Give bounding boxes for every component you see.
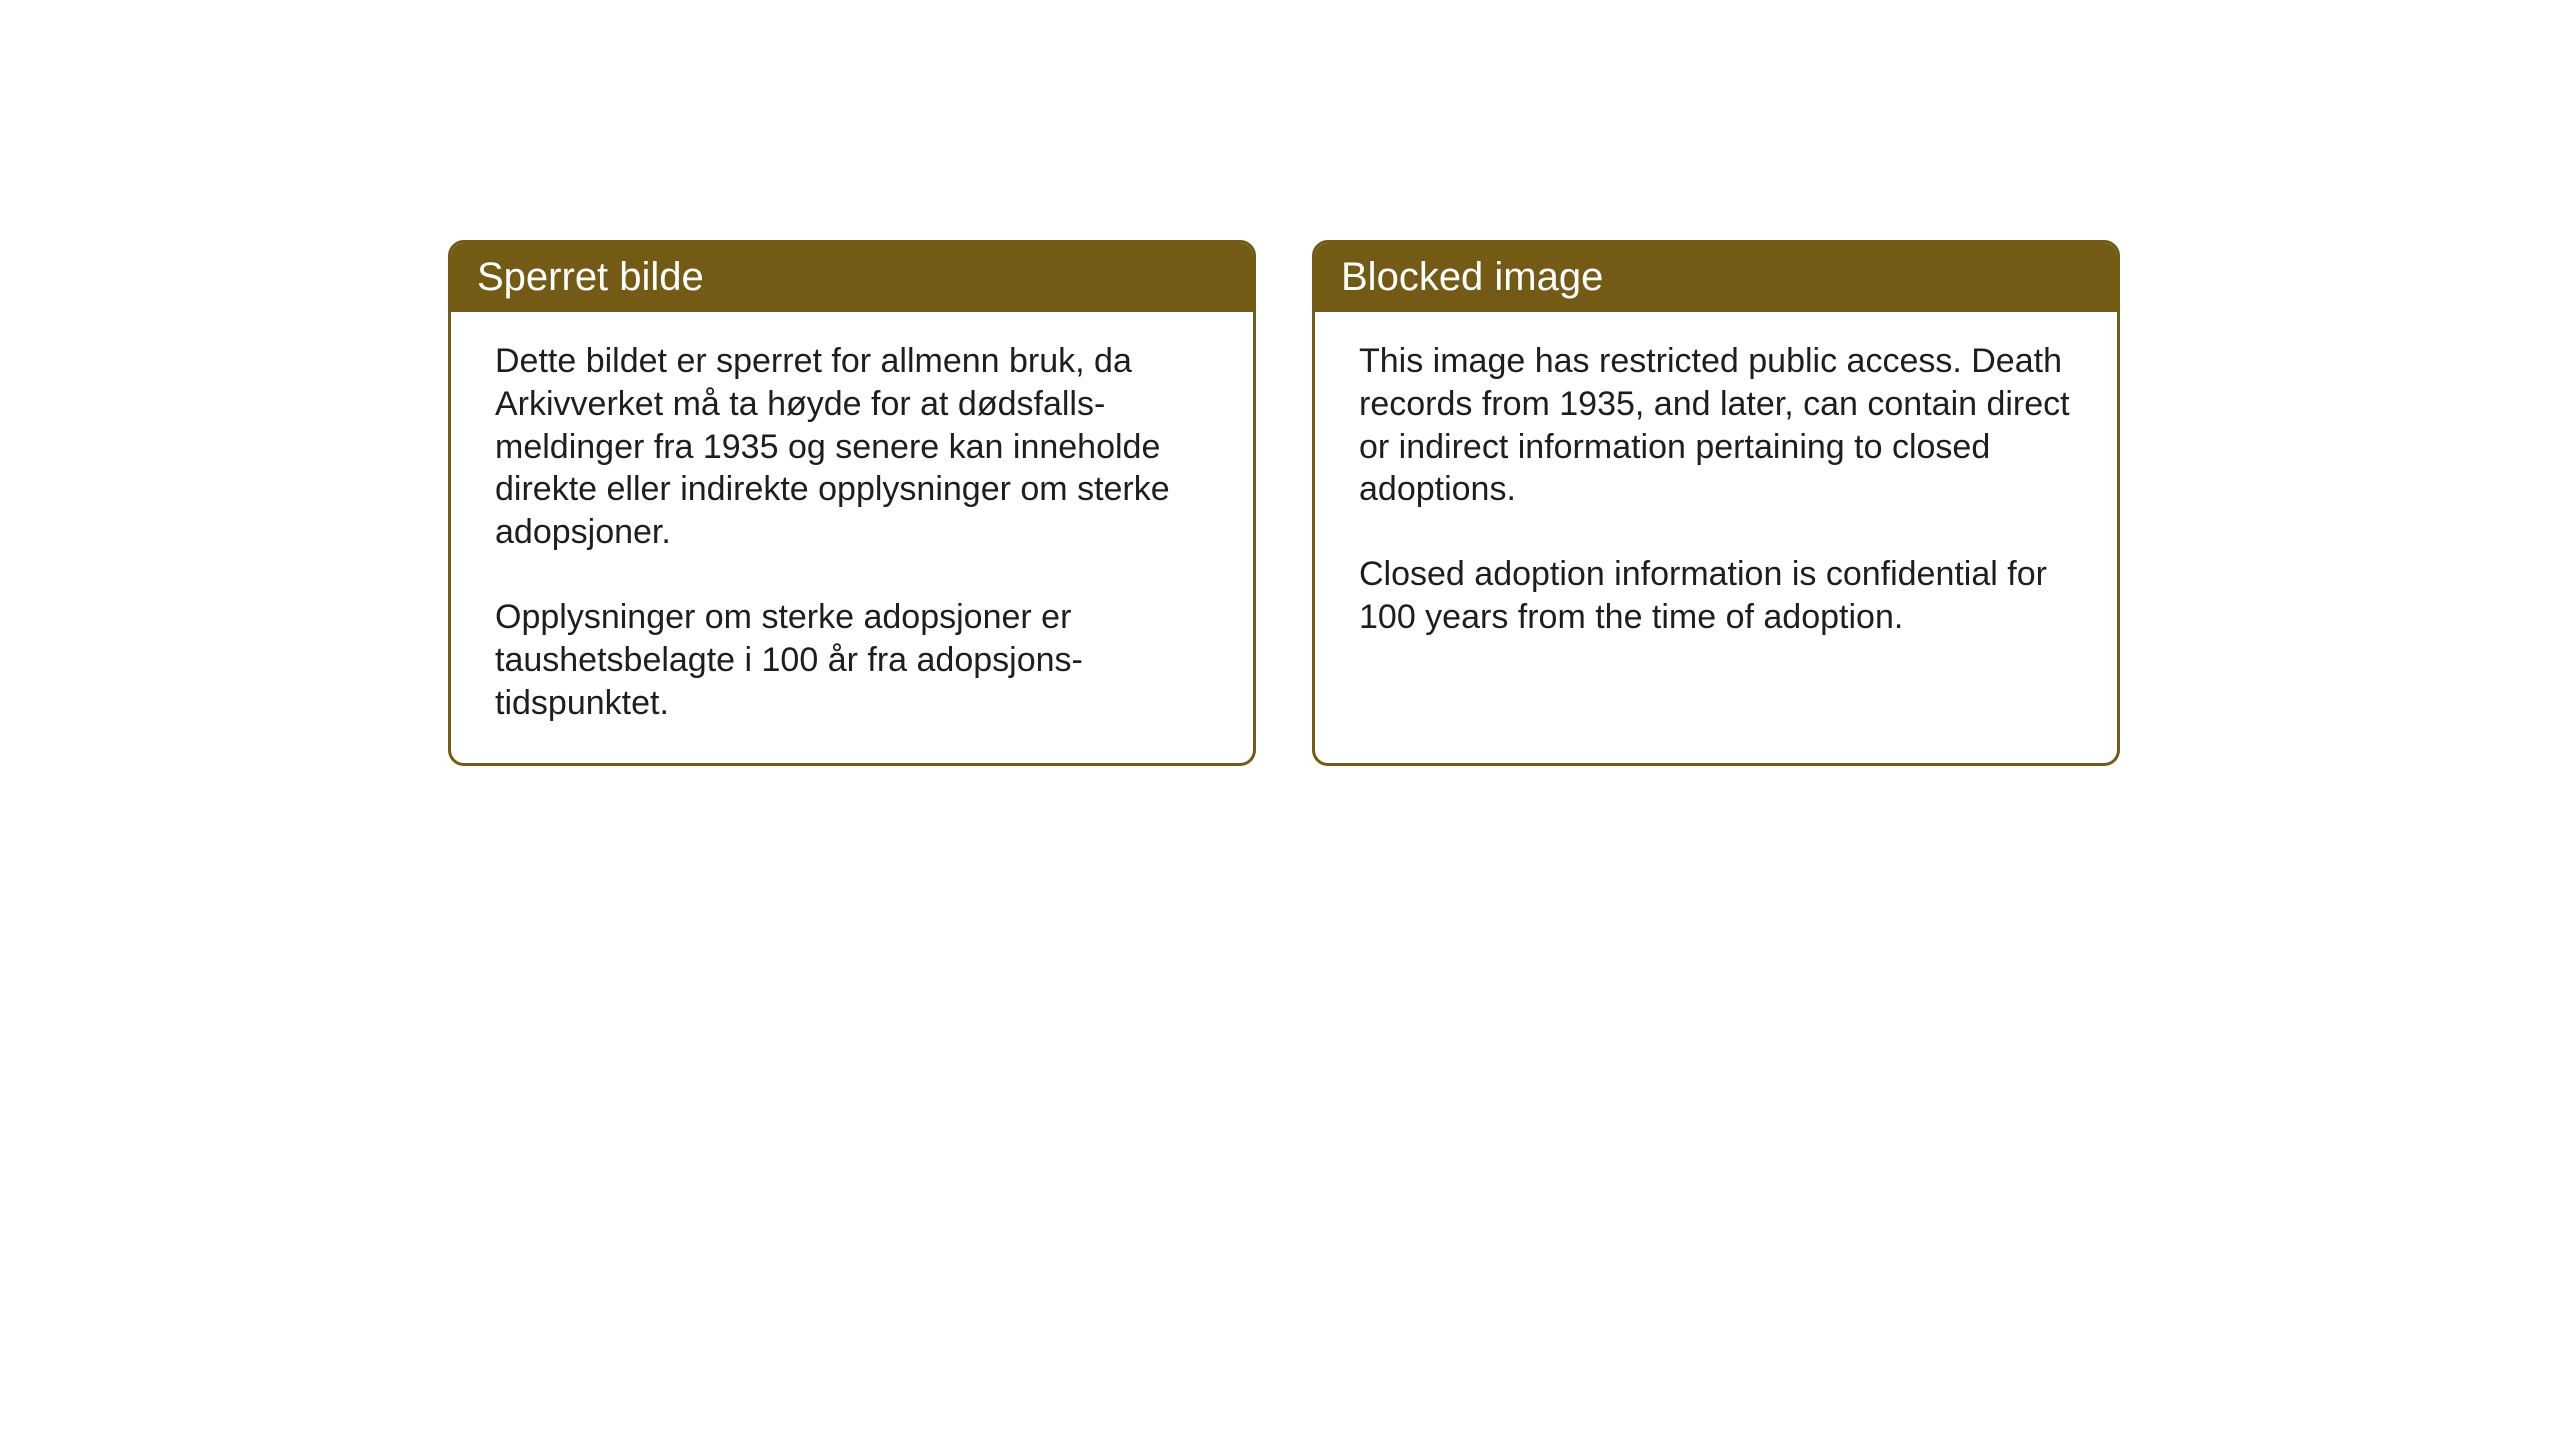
panel-body-norwegian: Dette bildet er sperret for allmenn bruk… (451, 312, 1253, 763)
panel-header-english: Blocked image (1315, 243, 2117, 312)
panel-paragraph: This image has restricted public access.… (1359, 340, 2073, 511)
panel-header-norwegian: Sperret bilde (451, 243, 1253, 312)
panel-body-english: This image has restricted public access.… (1315, 312, 2117, 677)
panel-paragraph: Dette bildet er sperret for allmenn bruk… (495, 340, 1209, 554)
notice-container: Sperret bilde Dette bildet er sperret fo… (448, 240, 2120, 766)
notice-panel-english: Blocked image This image has restricted … (1312, 240, 2120, 766)
panel-paragraph: Opplysninger om sterke adopsjoner er tau… (495, 596, 1209, 724)
panel-paragraph: Closed adoption information is confident… (1359, 553, 2073, 639)
notice-panel-norwegian: Sperret bilde Dette bildet er sperret fo… (448, 240, 1256, 766)
